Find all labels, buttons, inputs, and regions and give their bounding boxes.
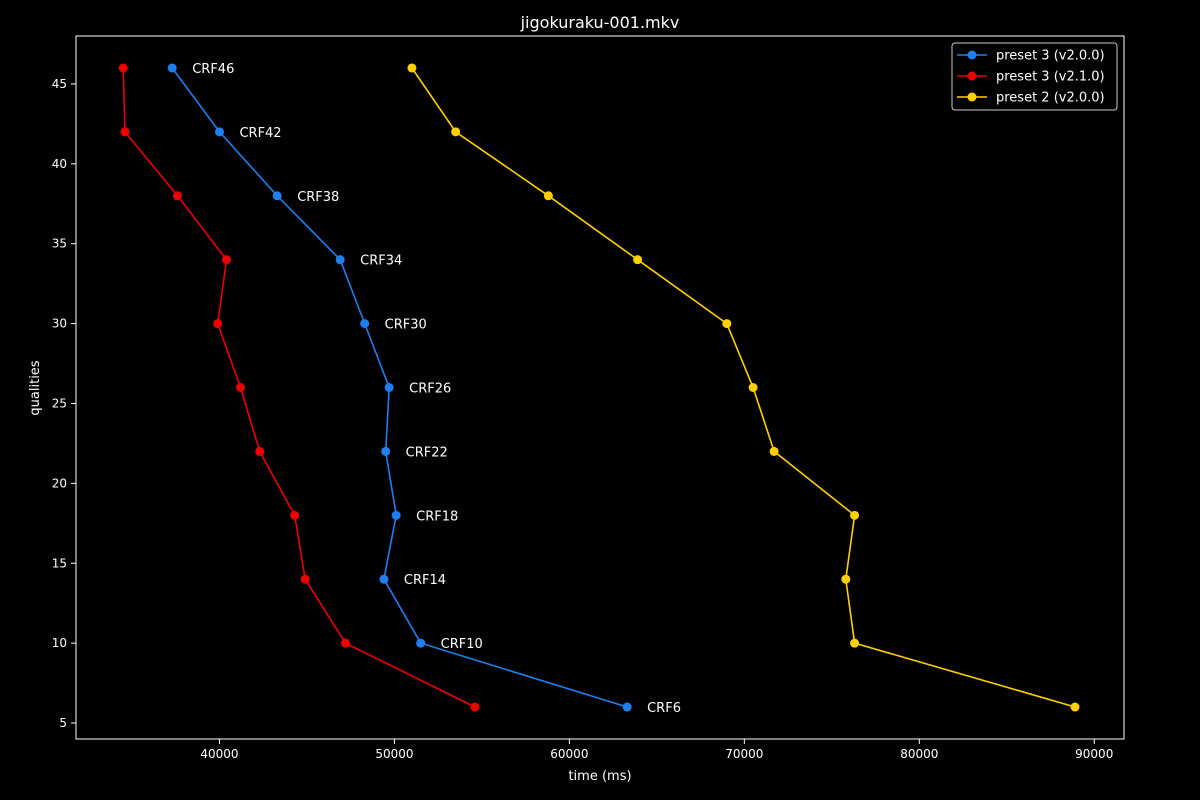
y-tick-label: 10 — [52, 636, 67, 650]
y-tick-label: 20 — [52, 476, 67, 490]
x-tick-label: 40000 — [200, 747, 238, 761]
series-1-point — [391, 510, 401, 520]
x-tick-label: 80000 — [900, 747, 938, 761]
series-3-point — [748, 383, 758, 392]
series-3-point — [407, 63, 417, 73]
crf-annotation: CRF26 — [409, 382, 451, 397]
legend-marker-2 — [967, 71, 977, 81]
crf-annotation: CRF18 — [416, 509, 458, 524]
x-tick-label: 60000 — [550, 747, 588, 761]
y-axis: 5 10 15 20 25 30 35 40 45 — [52, 77, 76, 730]
crf-annotation: CRF46 — [192, 62, 234, 77]
series-1-point — [272, 191, 282, 201]
series-3-point — [850, 638, 860, 648]
annotation-layer: CRF46 CRF42 CRF38 CRF34 CRF30 CRF26 CRF22 CRF18… — [192, 62, 681, 716]
plot-area — [75, 35, 1125, 740]
series-1-point — [335, 255, 345, 265]
x-axis-label: time (ms) — [568, 769, 631, 784]
series-1-point — [384, 383, 394, 392]
series-3-point — [850, 510, 860, 520]
crf-annotation: CRF30 — [385, 318, 427, 333]
y-tick-label: 15 — [52, 556, 67, 570]
plot-frame — [75, 35, 1125, 740]
series-2-point — [470, 702, 480, 712]
legend-marker-3 — [967, 92, 977, 102]
legend-label-2: preset 3 (v2.1.0) — [996, 70, 1105, 85]
crf-annotation: CRF38 — [297, 190, 339, 205]
crf-annotation: CRF42 — [239, 126, 281, 141]
series-3-point — [722, 319, 732, 329]
series-2-point — [118, 63, 128, 73]
series-3-point — [841, 574, 851, 584]
y-tick-label: 35 — [52, 237, 67, 251]
legend-frame — [951, 42, 1118, 111]
y-tick-label: 45 — [52, 77, 67, 91]
x-tick-label: 70000 — [725, 747, 763, 761]
series-2-point — [300, 574, 310, 584]
series-1-point — [167, 63, 177, 73]
series-2-point — [221, 255, 231, 265]
series-2-point — [340, 638, 350, 648]
series-3-point — [543, 191, 553, 201]
series-2-point — [255, 446, 265, 456]
series-2-point — [213, 319, 223, 329]
series-1-point — [381, 446, 391, 456]
series-layer — [118, 63, 1080, 712]
y-tick-label: 25 — [52, 396, 67, 410]
legend-marker-1 — [967, 50, 977, 60]
crf-annotation: CRF10 — [441, 637, 483, 652]
series-2-point — [235, 383, 245, 392]
crf-annotation: CRF6 — [647, 701, 681, 716]
x-axis: 40000 50000 60000 70000 80000 90000 — [200, 739, 1113, 761]
series-3-point — [1070, 702, 1080, 712]
series-3-point — [769, 446, 779, 456]
series-1-point — [416, 638, 426, 648]
chart-title: jigokuraku-001.mkv — [520, 13, 680, 32]
series-3-point — [451, 127, 461, 137]
x-tick-label: 90000 — [1075, 747, 1113, 761]
crf-annotation: CRF34 — [360, 254, 402, 269]
y-tick-label: 5 — [59, 716, 67, 730]
y-tick-label: 30 — [52, 317, 67, 331]
series-3-point — [633, 255, 643, 265]
legend-label-3: preset 2 (v2.0.0) — [996, 91, 1105, 106]
y-tick-label: 40 — [52, 157, 67, 171]
series-1-point — [214, 127, 224, 137]
series-1-point — [622, 702, 632, 712]
series-2-point — [290, 510, 300, 520]
y-axis-label: qualities — [28, 360, 43, 415]
series-1-point — [360, 319, 370, 329]
crf-annotation: CRF14 — [404, 573, 446, 588]
x-tick-label: 50000 — [375, 747, 413, 761]
legend-label-1: preset 3 (v2.0.0) — [996, 49, 1105, 64]
series-1-point — [379, 574, 389, 584]
crf-annotation: CRF22 — [406, 445, 448, 460]
series-2-point — [172, 191, 182, 201]
legend: preset 3 (v2.0.0) preset 3 (v2.1.0) preset… — [951, 42, 1118, 111]
series-2-point — [120, 127, 130, 137]
